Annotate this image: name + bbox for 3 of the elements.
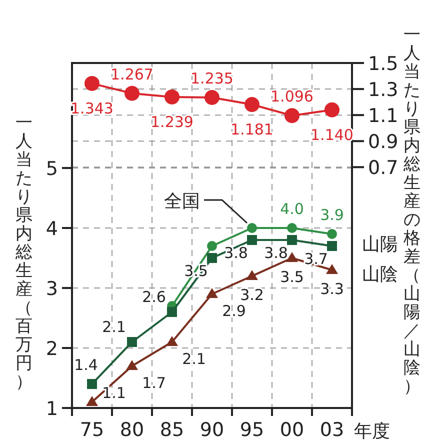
xlabel: 年度 <box>354 421 390 442</box>
ylabel: 一人当たり県内総生産（百万円） <box>16 113 32 392</box>
y2label: 一人当たり県内総生産の格差（山陽／山陰） <box>404 25 420 396</box>
